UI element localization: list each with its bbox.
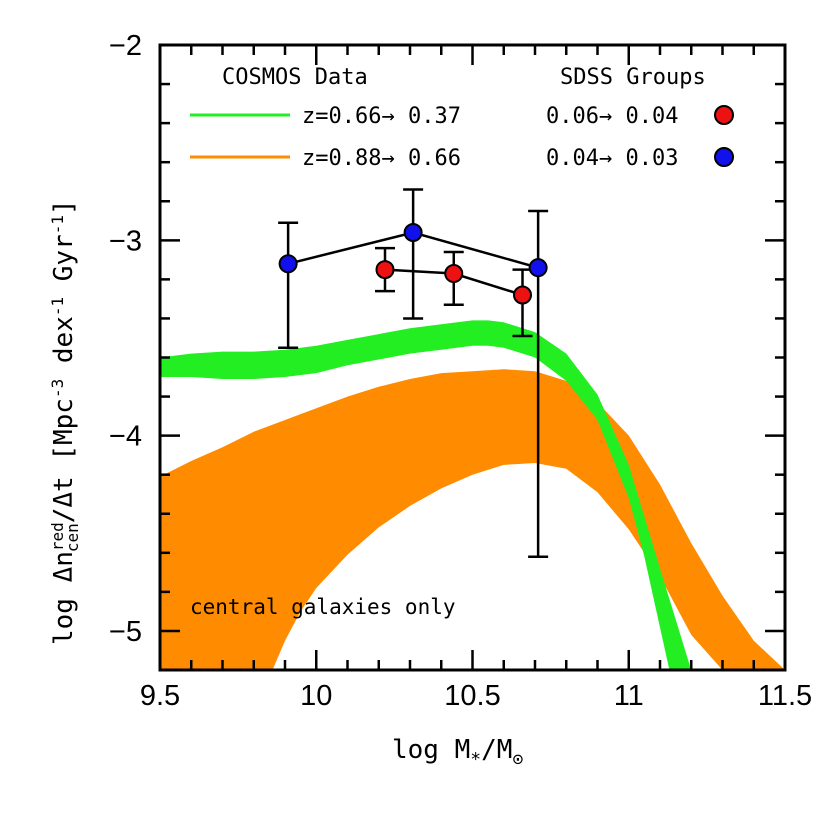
y-axis-label-exp1: -3 xyxy=(48,379,67,398)
x-axis-label-sub2: ⊙ xyxy=(512,749,523,770)
x-axis-label-mid: /M xyxy=(481,735,512,765)
y-tick-label: −5 xyxy=(109,616,142,648)
x-axis-label-sub1: * xyxy=(470,749,481,770)
y-axis-label-mid2: Gyr xyxy=(49,234,79,297)
y-tick-label: −3 xyxy=(109,225,142,257)
y-axis-label-exp2: -1 xyxy=(48,297,67,316)
x-tick-label: 11.5 xyxy=(758,680,812,712)
y-axis-label-mid: dex xyxy=(49,316,79,379)
legend-band-label-orange: z=0.88→ 0.66 xyxy=(302,146,461,171)
x-tick-label: 11 xyxy=(614,680,644,712)
y-axis-label-post: /Δt [Mpc xyxy=(49,398,79,523)
y-axis-label-end: ] xyxy=(49,199,79,215)
legend-point-label-blue: 0.04→ 0.03 xyxy=(546,146,678,171)
ticks-layer xyxy=(158,45,787,672)
data-point-red xyxy=(444,264,464,284)
y-tick-label: −4 xyxy=(109,421,142,453)
y-axis-label: log Δnredcen/Δt [Mpc-3 dex-1 Gyr-1] xyxy=(48,199,82,645)
data-point-blue xyxy=(528,258,548,278)
y-axis-label-sub: cen xyxy=(63,523,82,552)
tick-labels-layer: 9.5 10 10.5 11 11.5 −2 −3 −4 −5 xyxy=(109,30,812,712)
annotation-central-galaxies: central galaxies only xyxy=(190,595,456,619)
band-orange xyxy=(160,369,785,670)
x-axis-label: log M*/M⊙ xyxy=(392,735,523,770)
x-tick-label: 10.5 xyxy=(444,680,500,712)
legend-right-title: SDSS Groups xyxy=(560,65,706,90)
data-point-blue xyxy=(278,254,298,274)
y-axis-label-pre: log Δn xyxy=(49,551,79,645)
legend: COSMOS Data SDSS Groups z=0.66→ 0.37 z=0… xyxy=(190,65,734,171)
series-layer xyxy=(278,188,549,558)
legend-band-label-green: z=0.66→ 0.37 xyxy=(302,104,461,129)
x-axis-label-main: log M xyxy=(392,735,470,765)
data-point-red xyxy=(513,285,532,305)
legend-point-label-red: 0.06→ 0.04 xyxy=(546,104,678,129)
y-axis-label-exp3: -1 xyxy=(48,215,67,234)
x-tick-label: 9.5 xyxy=(140,680,180,712)
plot-frame xyxy=(158,43,787,672)
bands-layer xyxy=(160,320,785,670)
y-tick-label: −2 xyxy=(109,30,142,62)
y-axis-label-sup: red xyxy=(48,522,67,551)
legend-point-marker-red xyxy=(714,105,734,125)
data-point-blue xyxy=(403,223,423,242)
x-tick-label: 10 xyxy=(300,680,332,712)
data-point-red xyxy=(375,260,395,280)
band-green xyxy=(160,320,692,670)
legend-left-title: COSMOS Data xyxy=(222,65,368,90)
legend-point-marker-blue xyxy=(714,147,734,167)
